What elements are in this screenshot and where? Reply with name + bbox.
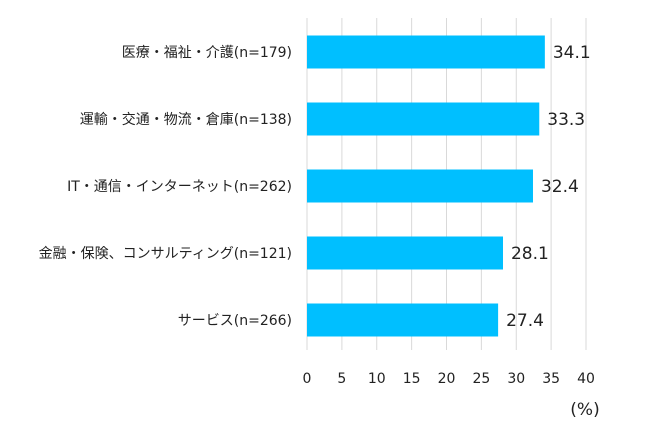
- x-axis-ticks: 0 5 10 15 20 25 30 35 40: [303, 371, 595, 387]
- unit-label: (%): [570, 400, 599, 420]
- category-label: 金融・保険、コンサルティング(n=121): [39, 246, 292, 262]
- bar: [307, 303, 499, 337]
- value-label: 27.4: [506, 311, 544, 331]
- category-label: IT・通信・インターネット(n=262): [67, 179, 292, 195]
- category-label: サービス(n=266): [178, 313, 292, 329]
- x-tick-label: 25: [472, 371, 490, 387]
- x-tick-label: 40: [577, 371, 595, 387]
- category-labels: 医療・福祉・介護(n=179) 運輸・交通・物流・倉庫(n=138) IT・通信・イ…: [39, 44, 292, 329]
- x-tick-label: 10: [368, 371, 386, 387]
- x-tick-label: 0: [303, 371, 312, 387]
- x-tick-label: 30: [507, 371, 525, 387]
- value-label: 28.1: [511, 244, 549, 264]
- x-tick-label: 15: [403, 371, 421, 387]
- value-label: 32.4: [541, 177, 579, 197]
- bar: [307, 169, 533, 203]
- value-labels: 34.1 33.3 32.4 28.1 27.4: [506, 43, 591, 331]
- bar: [307, 35, 545, 69]
- value-label: 34.1: [553, 43, 591, 63]
- x-tick-label: 5: [337, 371, 346, 387]
- bar: [307, 236, 503, 270]
- x-tick-label: 35: [542, 371, 560, 387]
- x-tick-label: 20: [438, 371, 456, 387]
- category-label: 運輸・交通・物流・倉庫(n=138): [80, 111, 292, 128]
- bars: [307, 35, 545, 337]
- category-label: 医療・福祉・介護(n=179): [122, 44, 292, 61]
- bar: [307, 102, 540, 136]
- value-label: 33.3: [547, 110, 585, 130]
